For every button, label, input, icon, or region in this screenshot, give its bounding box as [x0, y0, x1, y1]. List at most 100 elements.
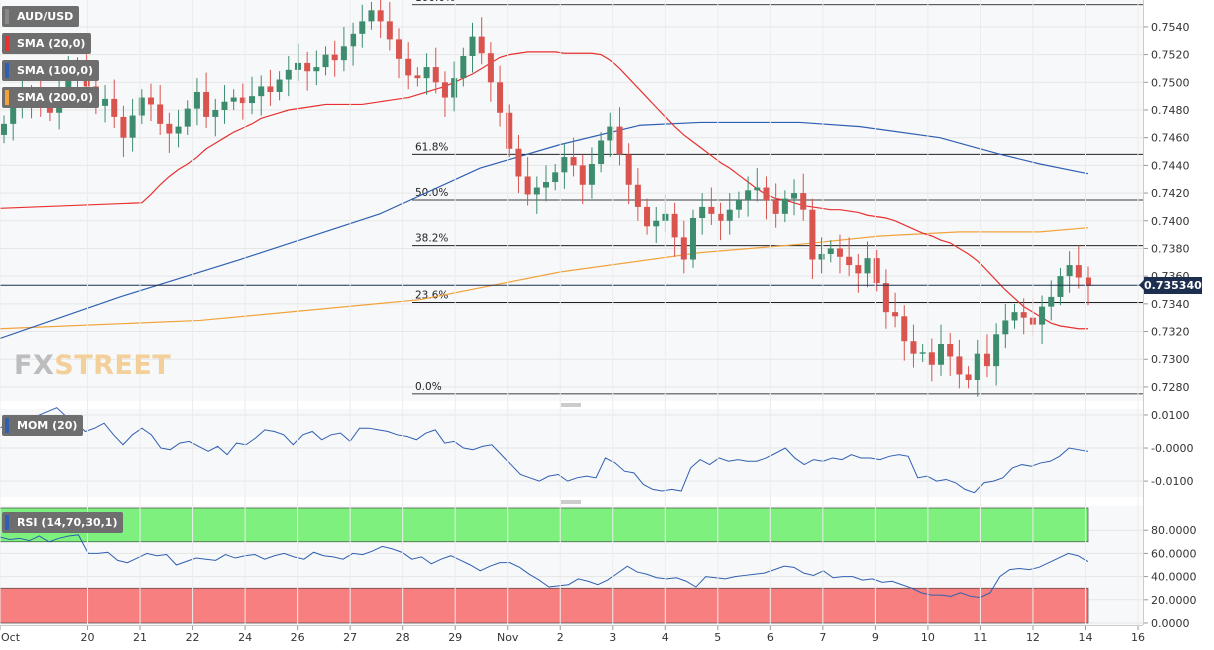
legend-swatch	[5, 515, 9, 530]
rsi-axis-label: 60.0000	[1151, 547, 1197, 560]
candle-body	[892, 312, 899, 317]
candle-body	[193, 92, 200, 109]
time-axis-label: 14	[1078, 631, 1092, 644]
time-axis-label: 24	[238, 631, 252, 644]
candle-body	[1048, 296, 1055, 307]
candle-body	[781, 198, 788, 214]
fibonacci-label: 61.8%	[415, 141, 448, 153]
candle-body	[791, 193, 798, 199]
time-axis-label: 6	[767, 631, 774, 644]
candle-body	[818, 254, 825, 260]
candle-body	[735, 200, 742, 210]
rsi-axis-label: 20.0000	[1151, 594, 1197, 607]
price-axis-label: 0.7380	[1151, 242, 1190, 255]
candle-body	[120, 116, 127, 138]
sma-20-line	[0, 51, 1088, 330]
legend-symbol[interactable]: AUD/USD	[2, 6, 80, 27]
candle-body	[1066, 265, 1073, 277]
candle-body	[680, 237, 687, 260]
price-axis-label: 0.7280	[1151, 381, 1190, 394]
legend-symbol-label: AUD/USD	[17, 10, 74, 23]
candle-body	[175, 126, 182, 134]
candle-body	[552, 172, 559, 182]
fibonacci-label: 0.0%	[415, 381, 442, 393]
candle-body	[258, 86, 265, 97]
price-axis-label: 0.7500	[1151, 76, 1190, 89]
candle-body	[846, 256, 853, 266]
candle-body	[249, 96, 256, 104]
current-price-tag: 0.735340	[1139, 277, 1202, 295]
candle-body	[708, 206, 715, 214]
candle-body	[386, 21, 393, 40]
momentum-axis-label: 0.0100	[1151, 409, 1190, 422]
candle-body	[1002, 320, 1009, 335]
legend-swatch	[5, 418, 9, 433]
legend-momentum[interactable]: MOM (20)	[2, 415, 84, 436]
rsi-axis-label: 80.0000	[1151, 524, 1197, 537]
fibonacci-label: 38.2%	[415, 233, 448, 245]
time-axis-label: Nov	[497, 631, 519, 644]
candle-body	[350, 33, 357, 47]
sma-100-line	[0, 121, 1089, 340]
rsi-axis-label: 0.0000	[1151, 617, 1190, 630]
legend-swatch	[5, 63, 9, 78]
rsi-overbought-zone	[0, 507, 1089, 543]
candle-body	[616, 126, 623, 155]
candle-body	[901, 316, 908, 342]
legend-sma-20[interactable]: SMA (20,0)	[2, 33, 92, 54]
sma-200-line	[0, 227, 1089, 330]
candle-body	[340, 46, 347, 61]
candle-body	[763, 187, 770, 200]
fibonacci-levels: 100.0%61.8%50.0%38.2%23.6%0.0%	[412, 0, 1143, 395]
candle-body	[432, 67, 439, 83]
legend-sma-200[interactable]: SMA (200,0)	[2, 87, 100, 108]
time-axis-label: 11	[973, 631, 987, 644]
rsi-line	[0, 534, 1089, 598]
time-axis-label: 29	[448, 631, 462, 644]
legend-swatch	[5, 9, 9, 24]
candle-body	[993, 334, 1000, 367]
legend-rsi[interactable]: RSI (14,70,30,1)	[2, 512, 124, 533]
candle-body	[570, 157, 577, 166]
candle-body	[102, 98, 109, 106]
candle-body	[405, 58, 412, 76]
legend-sma-20-label: SMA (20,0)	[17, 37, 86, 50]
candle-body	[965, 374, 972, 380]
rsi-axis: 80.0000 60.0000 40.0000 20.0000 0.0000	[1143, 524, 1197, 630]
candle-body	[441, 82, 448, 98]
candle-body	[579, 165, 586, 185]
time-axis-label: 4	[662, 631, 669, 644]
candle-body	[956, 356, 963, 375]
legend-sma-100[interactable]: SMA (100,0)	[2, 60, 100, 81]
candle-body	[524, 176, 531, 195]
candle-body	[689, 218, 696, 260]
legend-sma-200-label: SMA (200,0)	[17, 91, 94, 104]
candle-body	[836, 248, 843, 257]
legend-rsi-label: RSI (14,70,30,1)	[17, 516, 118, 529]
time-axis-label: 5	[714, 631, 721, 644]
candle-body	[396, 39, 403, 59]
time-axis: Oct 20 21 22 24 26 27 28 29 Nov 2 3 4 5 6 7 9 10 11 12 14 16	[0, 0, 1145, 644]
candle-body	[230, 97, 237, 102]
candle-body	[1, 123, 7, 135]
candle-body	[322, 54, 329, 68]
candle-body	[983, 353, 990, 367]
candle-body	[607, 126, 614, 141]
candle-body	[212, 110, 219, 117]
candle-body	[414, 75, 421, 79]
fibonacci-label: 50.0%	[415, 187, 448, 199]
candle-body	[239, 97, 246, 104]
candle-body	[368, 10, 375, 22]
candle-body	[65, 75, 72, 94]
candle-body	[644, 206, 651, 227]
brand-fx: FX	[14, 350, 55, 381]
candle-body	[671, 213, 678, 238]
fxstreet-watermark: FXSTREET	[14, 350, 171, 381]
candle-body	[515, 148, 522, 177]
candle-body	[111, 98, 118, 117]
candle-body	[1075, 265, 1082, 278]
momentum-axis-label: -0.0000	[1151, 442, 1193, 455]
time-axis-label: 7	[819, 631, 826, 644]
candle-body	[625, 154, 632, 185]
